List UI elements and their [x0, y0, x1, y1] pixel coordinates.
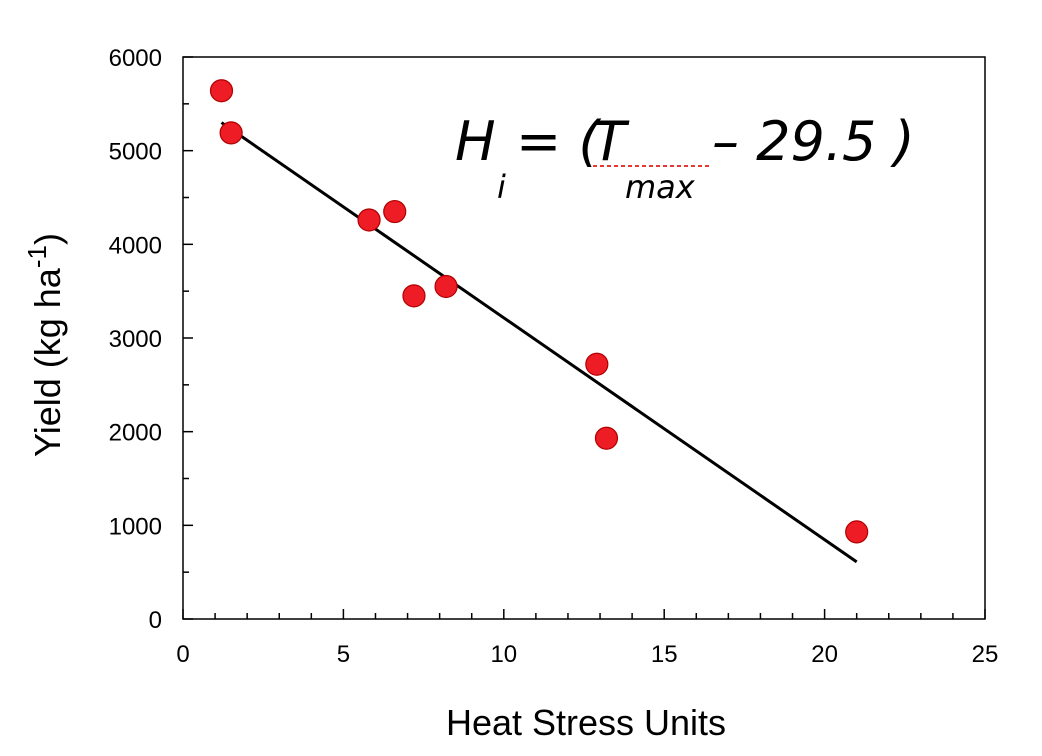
x-tick-label: 25: [972, 641, 999, 668]
regression-line: [220, 121, 858, 564]
y-tick-label: 4000: [109, 232, 162, 259]
data-point: [357, 208, 381, 232]
y-axis-title: Yield (kg ha-1): [22, 233, 68, 457]
equation-h-subscript: i: [497, 168, 506, 206]
y-tick-label: 6000: [109, 45, 162, 72]
x-tick-label: 15: [651, 641, 678, 668]
y-tick-label: 1000: [109, 513, 162, 540]
y-axis-title-text: Yield (kg ha: [27, 267, 68, 457]
equation-equals-paren: = (: [516, 110, 602, 173]
y-tick-label: 2000: [109, 420, 162, 447]
data-point: [585, 352, 609, 376]
x-tick-label: 5: [337, 641, 350, 668]
equation-remainder: – 29.5 ): [712, 110, 915, 173]
equation-h: H: [455, 110, 496, 173]
y-tick-label: 0: [149, 607, 162, 634]
y-tick-label: 5000: [109, 139, 162, 166]
x-tick-label: 10: [490, 641, 517, 668]
data-point: [434, 274, 458, 299]
data-point: [402, 284, 426, 308]
y-axis-title-close: ): [27, 233, 68, 245]
equation-t-subscript: max: [625, 168, 696, 206]
x-axis-title: Heat Stress Units: [446, 702, 726, 743]
equation-t: T: [593, 110, 630, 173]
y-tick-label: 3000: [109, 326, 162, 353]
data-point: [594, 426, 619, 450]
equation-annotation: H i = ( T max – 29.5 ): [455, 110, 915, 206]
data-point: [219, 121, 243, 145]
y-axis-title-superscript: -1: [22, 245, 52, 268]
data-point: [383, 199, 407, 224]
data-point: [845, 520, 869, 544]
x-tick-label: 0: [176, 641, 189, 668]
x-tick-label: 20: [811, 641, 838, 668]
data-point: [209, 79, 234, 103]
